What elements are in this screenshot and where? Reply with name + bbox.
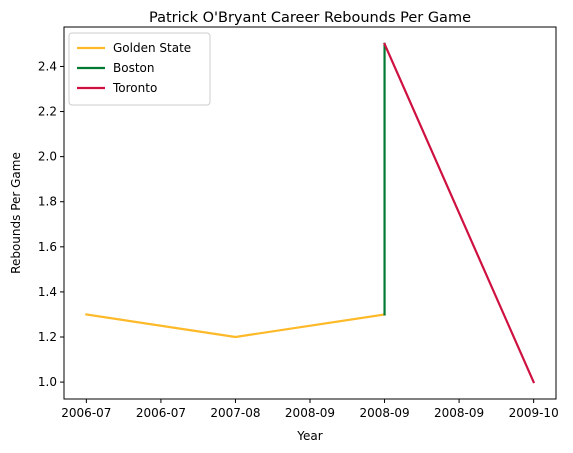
legend-label-1: Golden State — [113, 41, 191, 55]
x-tick-label: 2008-09 — [285, 406, 335, 420]
y-tick-label: 1.8 — [38, 195, 57, 209]
x-tick-label: 2009-10 — [509, 406, 559, 420]
y-tick-label: 2.2 — [38, 105, 57, 119]
x-axis-title: Year — [296, 429, 322, 443]
y-tick-label: 1.2 — [38, 330, 57, 344]
x-axis: 2006-07 2006-07 2007-08 2008-09 2008-09 2008-… — [61, 399, 559, 420]
y-tick-label: 2.4 — [38, 59, 57, 73]
x-tick-label: 2007-08 — [210, 406, 260, 420]
y-tick-label: 2.0 — [38, 150, 57, 164]
series-layer — [85, 42, 536, 384]
legend-label-3: Toronto — [112, 81, 157, 95]
y-axis: 1.0 1.2 1.4 1.6 1.8 2.0 2.2 2.4 — [38, 59, 64, 389]
chart-title: Patrick O'Bryant Career Rebounds Per Gam… — [149, 10, 471, 26]
x-tick-label: 2006-07 — [136, 406, 186, 420]
y-tick-label: 1.6 — [38, 240, 57, 254]
x-tick-label: 2006-07 — [61, 406, 111, 420]
legend: Golden State Boston Toronto — [68, 32, 211, 106]
y-tick-label: 1.4 — [38, 285, 57, 299]
y-tick-label: 1.0 — [38, 375, 57, 389]
x-tick-label: 2008-09 — [434, 406, 484, 420]
series-line-3 — [383, 42, 536, 384]
series-line-1 — [85, 313, 386, 339]
x-tick-label: 2008-09 — [359, 406, 409, 420]
y-axis-title: Rebounds Per Game — [9, 152, 23, 274]
legend-label-2: Boston — [113, 61, 154, 75]
